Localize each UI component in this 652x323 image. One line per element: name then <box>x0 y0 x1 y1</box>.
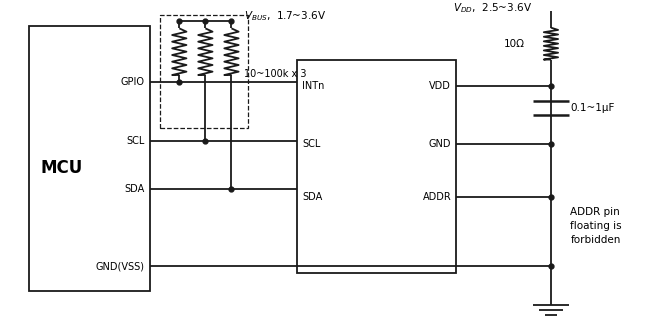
Text: ADDR: ADDR <box>422 192 451 202</box>
Text: $V_{DD}$,  2.5~3.6V: $V_{DD}$, 2.5~3.6V <box>453 1 532 15</box>
Bar <box>297 60 456 273</box>
Text: SCL: SCL <box>302 139 320 149</box>
Text: SDA: SDA <box>125 184 145 194</box>
Text: 10~100k x 3: 10~100k x 3 <box>244 69 307 79</box>
Text: 0.1~1μF: 0.1~1μF <box>570 103 615 113</box>
Text: ADDR pin
floating is
forbidden: ADDR pin floating is forbidden <box>570 207 622 245</box>
Bar <box>29 26 150 291</box>
Text: VDD: VDD <box>429 81 451 90</box>
Text: GND(VSS): GND(VSS) <box>96 262 145 271</box>
Bar <box>160 15 248 128</box>
Text: INTn: INTn <box>302 81 324 90</box>
Text: MCU: MCU <box>41 159 83 177</box>
Text: GPIO: GPIO <box>121 78 145 87</box>
Text: SCL: SCL <box>126 136 145 145</box>
Text: SDA: SDA <box>302 192 322 202</box>
Text: GND: GND <box>428 139 451 149</box>
Text: 10Ω: 10Ω <box>504 39 525 48</box>
Text: $V_{BUS}$,  1.7~3.6V: $V_{BUS}$, 1.7~3.6V <box>244 9 327 23</box>
